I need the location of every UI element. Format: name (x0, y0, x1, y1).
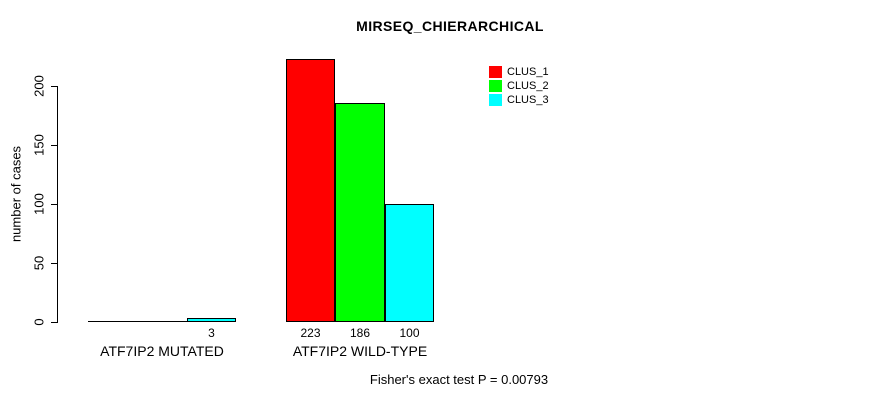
bar-clus_2-group2 (335, 103, 385, 322)
y-tick-label: 50 (31, 255, 47, 271)
legend-row: CLUS_1 (489, 65, 549, 79)
bar-value-label: 100 (399, 326, 420, 340)
pvalue-annotation: Fisher's exact test P = 0.00793 (369, 372, 549, 387)
legend-swatch-clus_1 (489, 66, 502, 78)
bar-value-label: 186 (349, 326, 371, 340)
y-tick-mark (51, 322, 57, 323)
y-tick-mark (51, 204, 57, 205)
x-category-label: ATF7IP2 MUTATED (100, 343, 224, 359)
y-axis-line (57, 86, 58, 323)
bar-clus_1-group1-zero (88, 321, 137, 322)
legend-swatch-clus_2 (489, 80, 502, 92)
legend-swatch-clus_3 (489, 94, 502, 106)
y-tick-label: 100 (31, 193, 47, 215)
legend-label: CLUS_3 (507, 94, 549, 106)
y-tick-label: 150 (31, 134, 47, 156)
x-category-label: ATF7IP2 WILD-TYPE (292, 343, 428, 359)
legend-row: CLUS_3 (489, 93, 549, 107)
y-axis-title: number of cases (8, 145, 24, 243)
y-tick-mark (51, 263, 57, 264)
bar-value-label: 3 (208, 326, 215, 340)
legend-row: CLUS_2 (489, 79, 549, 93)
y-tick-label: 200 (31, 75, 47, 97)
bar-clus_2-group1-zero (137, 321, 187, 322)
bar-value-label: 223 (300, 326, 321, 340)
y-tick-mark (51, 145, 57, 146)
bar-clus_1-group2 (286, 59, 335, 322)
legend-label: CLUS_2 (507, 80, 549, 92)
chart-title: MIRSEQ_CHIERARCHICAL (356, 18, 544, 34)
y-tick-mark (51, 86, 57, 87)
legend-label: CLUS_1 (507, 66, 549, 78)
bar-clus_3-group1 (187, 318, 236, 322)
y-tick-label: 0 (31, 318, 47, 326)
legend: CLUS_1 CLUS_2 CLUS_3 (489, 65, 549, 107)
bar-clus_3-group2 (385, 204, 434, 322)
